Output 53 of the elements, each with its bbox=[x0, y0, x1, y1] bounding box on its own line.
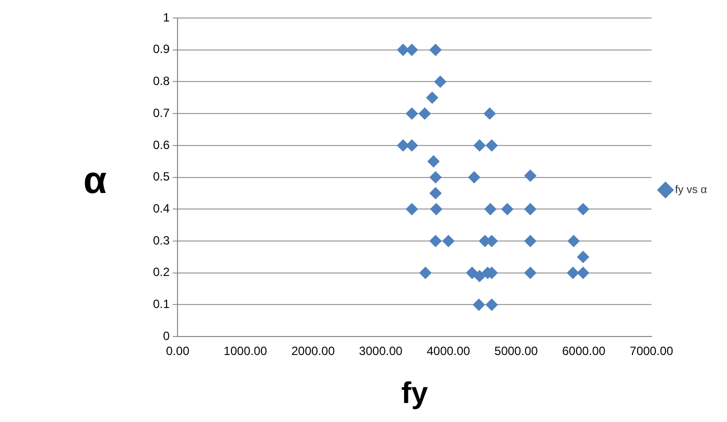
point bbox=[474, 139, 486, 152]
point bbox=[430, 44, 442, 56]
point bbox=[486, 298, 498, 311]
point bbox=[486, 139, 498, 152]
y-tick-label: 0.7 bbox=[152, 106, 170, 120]
point bbox=[568, 235, 580, 248]
point bbox=[434, 76, 446, 88]
point bbox=[406, 203, 418, 216]
y-tick-label: 0.1 bbox=[152, 297, 170, 312]
point bbox=[406, 108, 418, 120]
point bbox=[524, 266, 536, 279]
y-axis-title: α bbox=[83, 160, 107, 202]
y-tick-label: 0.6 bbox=[152, 138, 170, 152]
y-tick-label: 0.5 bbox=[152, 170, 170, 184]
y-tick-label: 0.8 bbox=[152, 74, 170, 88]
x-tick-label: 3000.00 bbox=[359, 344, 403, 358]
y-tick-label: 1 bbox=[162, 10, 170, 24]
x-tick-label: 1000.00 bbox=[224, 344, 268, 358]
point bbox=[428, 155, 440, 168]
legend-label: fy vs α bbox=[674, 184, 708, 196]
point bbox=[419, 266, 432, 279]
point bbox=[484, 203, 496, 216]
x-tick-label: 4000.00 bbox=[426, 344, 470, 358]
point bbox=[430, 203, 442, 216]
x-axis-title: fy bbox=[401, 376, 428, 410]
point bbox=[577, 203, 590, 216]
point bbox=[430, 171, 442, 184]
y-tick-label: 0.3 bbox=[152, 233, 170, 248]
point bbox=[442, 235, 454, 248]
y-tick-label: 0.9 bbox=[152, 42, 170, 56]
y-tick-label: 0.4 bbox=[152, 201, 170, 216]
point bbox=[474, 270, 486, 282]
point bbox=[524, 170, 536, 182]
point bbox=[501, 203, 514, 216]
point bbox=[430, 235, 442, 248]
x-tick-label: 5000.00 bbox=[494, 344, 538, 358]
x-tick-label: 0.00 bbox=[166, 344, 190, 358]
point bbox=[524, 235, 536, 248]
point bbox=[577, 266, 590, 279]
x-tick-label: 7000.00 bbox=[630, 344, 674, 358]
point bbox=[524, 203, 536, 216]
x-tick-label: 6000.00 bbox=[562, 344, 606, 358]
point bbox=[472, 298, 485, 311]
point bbox=[418, 108, 431, 120]
point bbox=[484, 108, 496, 120]
point bbox=[566, 266, 579, 279]
point bbox=[577, 250, 590, 263]
point bbox=[468, 171, 480, 184]
point bbox=[426, 92, 438, 104]
x-tick-label: 2000.00 bbox=[291, 344, 336, 358]
y-tick-label: 0 bbox=[162, 328, 170, 343]
y-tick-label: 0.2 bbox=[152, 265, 170, 280]
point bbox=[430, 187, 442, 200]
